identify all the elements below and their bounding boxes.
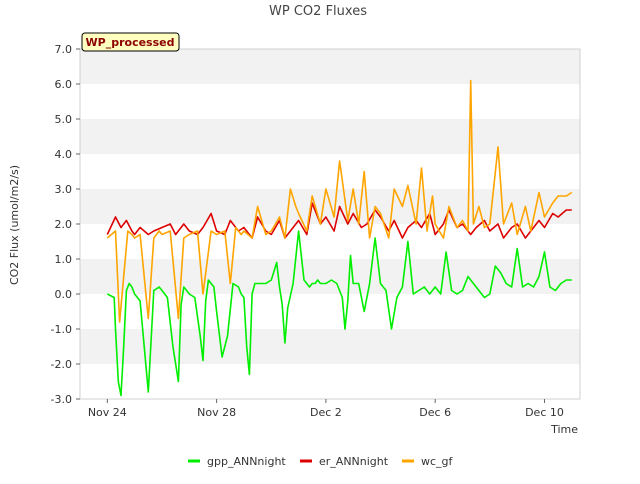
background-bands [80,49,580,399]
x-tick-label: Nov 28 [197,406,236,419]
legend: gpp_ANNnight er_ANNnight wc_gf [188,455,454,468]
chart-title: WP CO2 Fluxes [269,4,367,19]
x-axis: Nov 24 Nov 28 Dec 2 Dec 6 Dec 10 [88,399,564,419]
series-wc-gf [106,79,573,323]
band [80,329,580,364]
x-tick-label: Nov 24 [88,406,127,419]
band [80,154,580,189]
y-tick-label: 2.0 [55,218,73,231]
processing-badge: WP_processed [81,32,180,52]
y-tick-label: -3.0 [51,393,72,406]
x-tick-label: Dec 2 [310,406,342,419]
x-tick-label: Dec 6 [419,406,451,419]
x-axis-label: Time [550,423,578,436]
y-tick-label: 0.0 [55,288,73,301]
band [80,189,580,224]
legend-label: wc_gf [421,455,454,468]
legend-label: gpp_ANNnight [207,455,286,468]
y-tick-label: 3.0 [55,183,73,196]
y-tick-label: 5.0 [55,113,73,126]
y-axis-label: CO2 Flux (umol/m2/s) [8,165,21,285]
y-axis: -3.0 -2.0 -1.0 0.0 1.0 2.0 3.0 4.0 5.0 6.0 7.0 [51,43,80,406]
band [80,259,580,294]
band [80,119,580,154]
y-tick-label: 7.0 [55,43,73,56]
legend-label: er_ANNnight [319,455,389,468]
band [80,294,580,329]
y-tick-label: 1.0 [55,253,73,266]
band [80,84,580,119]
y-tick-label: 4.0 [55,148,73,161]
x-tick-label: Dec 10 [525,406,564,419]
band [80,364,580,399]
y-tick-label: 6.0 [55,78,73,91]
series-gpp-annnight [106,230,572,397]
series-layer [106,79,573,397]
band [80,224,580,259]
band [80,49,580,84]
y-tick-label: -2.0 [51,358,72,371]
series-er-annnight [106,202,572,239]
badge-label: WP_processed [86,36,175,49]
y-tick-label: -1.0 [51,323,72,336]
